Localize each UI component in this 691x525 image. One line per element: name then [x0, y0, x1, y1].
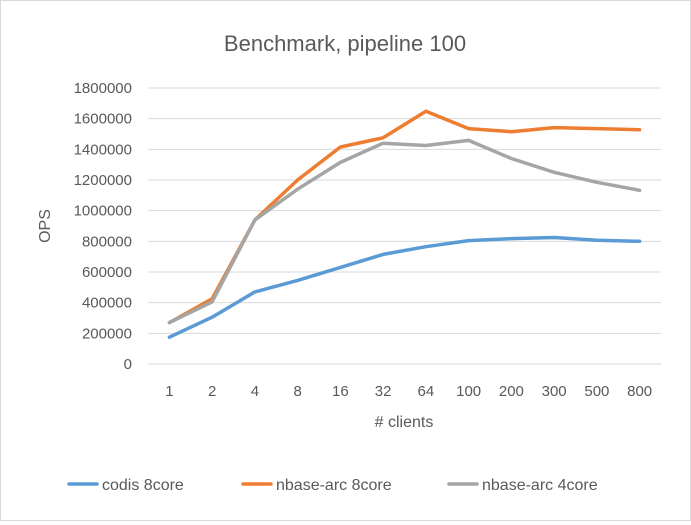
series-line-nbase-arc-4core [167, 138, 642, 325]
x-tick-label: 8 [293, 383, 301, 400]
y-tick-label: 600000 [82, 264, 132, 281]
y-tick-label: 1600000 [74, 111, 132, 128]
y-tick-label: 0 [124, 356, 132, 373]
x-tick-label: 1 [165, 383, 173, 400]
x-tick-label: 500 [584, 383, 609, 400]
y-tick-label: 200000 [82, 325, 132, 342]
y-tick-label: 400000 [82, 295, 132, 312]
series-lines [167, 109, 642, 339]
y-tick-label: 1000000 [74, 203, 132, 220]
x-tick-label: 16 [332, 383, 349, 400]
legend-label: codis 8core [102, 477, 184, 494]
x-tick-label: 32 [375, 383, 392, 400]
x-tick-label: 64 [418, 383, 435, 400]
x-tick-label: 2 [208, 383, 216, 400]
y-tick-label: 1800000 [74, 80, 132, 97]
x-tick-label: 800 [627, 383, 652, 400]
y-axis-title: OPS [37, 209, 54, 243]
legend: codis 8core nbase-arc 8core nbase-arc 4cor… [67, 477, 598, 494]
y-tick-label: 1200000 [74, 172, 132, 189]
x-axis-title: # clients [375, 414, 434, 431]
axes: 0 200000 400000 600000 800000 1000000 1200000 1… [74, 80, 661, 400]
x-tick-label: 100 [456, 383, 481, 400]
legend-label: nbase-arc 4core [482, 477, 598, 494]
x-tick-label: 300 [542, 383, 567, 400]
y-tick-label: 800000 [82, 233, 132, 250]
chart-title: Benchmark, pipeline 100 [224, 31, 466, 56]
legend-label: nbase-arc 8core [276, 477, 392, 494]
y-tick-label: 1400000 [74, 141, 132, 158]
x-tick-label: 4 [251, 383, 259, 400]
series-line-codis-8core [167, 235, 642, 339]
x-tick-label: 200 [499, 383, 524, 400]
